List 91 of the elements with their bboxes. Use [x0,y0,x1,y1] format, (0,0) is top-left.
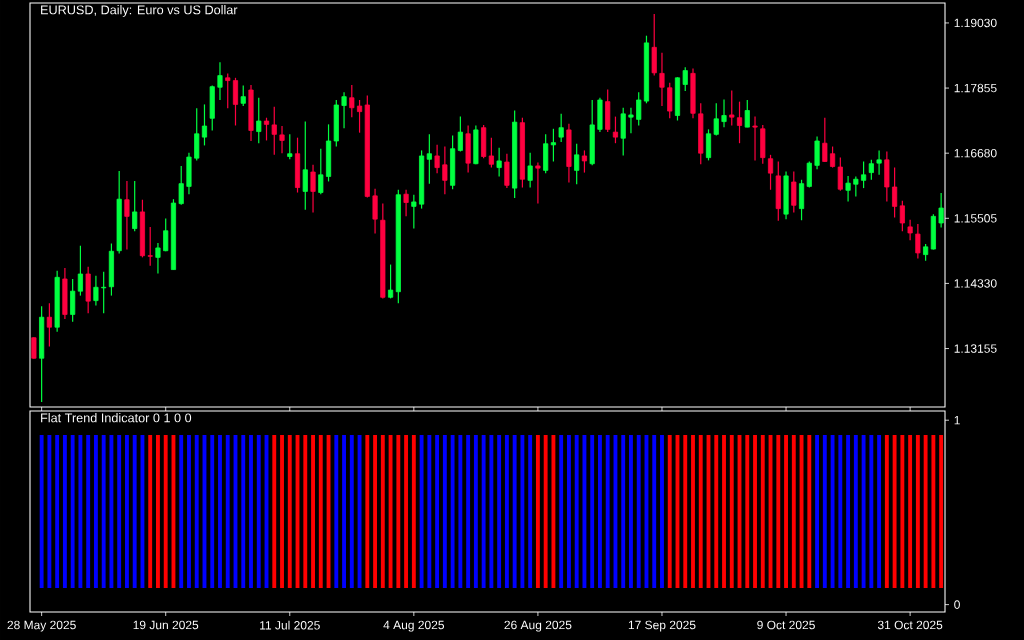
chart-title: Flat Trend Indicator 0 1 0 0 [41,413,192,423]
candlestick [457,116,463,153]
candlestick [225,72,231,109]
candlestick [201,103,208,147]
candlestick [558,113,564,143]
candlestick [682,66,688,92]
candlestick [550,128,556,163]
candlestick [853,175,859,198]
candlestick [744,99,750,128]
x-tick-label: 11 Jul 2025 [260,620,320,630]
candlestick [442,145,448,195]
y-tick-label: 1.15505 [954,214,997,223]
candlestick [729,89,735,127]
x-tick-label: 17 Sep 2025 [628,620,696,632]
y-tick-label: 1.14330 [954,279,997,288]
candlestick [612,116,619,144]
candlestick [868,159,874,181]
candlestick [791,170,797,214]
y-tick-label: 1.16680 [954,148,997,158]
candlestick [155,242,161,275]
x-tick-label: 9 Oct 2025 [757,620,815,630]
x-tick-label: 4 Aug 2025 [383,620,445,632]
candlestick [147,226,153,267]
candlestick [388,263,394,299]
candlestick [628,107,634,134]
candlestick [287,133,293,160]
candlestick [938,192,944,229]
x-tick-label: 19 Jun 2025 [133,620,199,630]
candlestick [721,98,727,128]
candlestick [271,106,277,156]
candlestick [263,117,270,142]
candlestick [527,152,533,189]
candlestick [830,145,836,169]
candlestick [837,157,843,192]
candlestick [372,188,378,235]
candlestick [163,217,169,252]
candlestick [341,91,347,129]
candlestick [659,52,665,107]
candlestick [411,194,417,230]
candlestick [31,336,37,360]
x-tick-label: 26 Aug 2025 [504,620,572,632]
y-tick-label: 1.13155 [954,344,997,353]
candlestick [70,278,76,323]
candlestick [915,223,921,260]
candlestick [349,84,355,118]
candlestick [93,275,99,307]
candlestick [876,149,882,176]
candlestick [46,302,52,348]
candlestick [806,160,812,189]
candlestick [736,101,743,144]
candlestick [496,147,502,178]
candlestick [232,77,239,127]
chart-title: EURUSD, Daily: Euro vs US Dollar [41,5,238,17]
candlestick [713,102,719,137]
candlestick [77,245,83,297]
candlestick [899,200,905,232]
candlestick [767,154,774,191]
x-tick-label: 28 May 2025 [7,620,76,632]
candlestick [256,97,262,144]
candlestick [434,144,440,174]
candlestick [535,162,541,205]
candlestick [574,143,580,185]
candlestick [845,175,851,202]
candlestick [178,165,184,206]
y-tick-label: 1.17855 [954,83,997,93]
candlestick [217,61,223,101]
candlestick [310,164,316,214]
candlestick [302,120,308,211]
candlestick [907,219,913,241]
candlestick [426,133,432,185]
candlestick [240,84,246,107]
candlestick [861,160,867,189]
candlestick [892,166,898,219]
y-tick-label: 0 [954,600,960,609]
x-tick-label: 31 Oct 2025 [877,620,943,630]
y-tick-label: 1 [954,416,960,425]
candlestick [279,125,285,154]
candlestick [667,82,673,119]
candlestick [705,128,712,161]
candlestick [822,117,828,163]
candlestick [752,116,758,161]
candlestick [132,180,138,232]
candlestick [124,180,130,251]
candlestick [318,148,324,195]
candlestick [403,189,409,217]
candlestick [488,137,494,169]
y-tick-label: 1.19030 [954,18,997,28]
candlestick [356,99,363,134]
candlestick [581,149,588,174]
candlestick [504,153,510,189]
candlestick [636,91,642,127]
